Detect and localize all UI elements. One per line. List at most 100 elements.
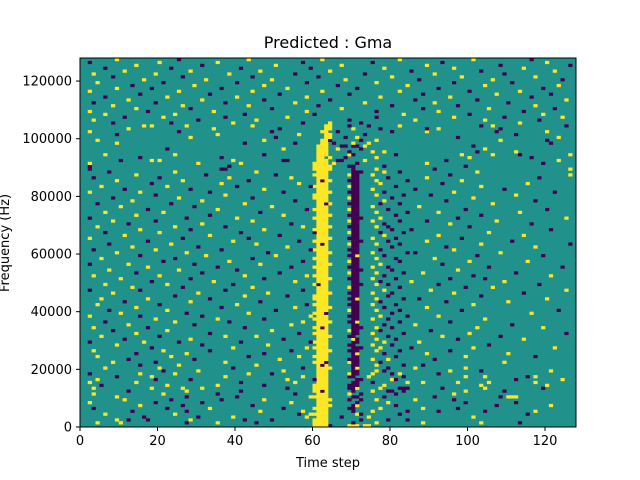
heatmap-cell	[498, 127, 503, 131]
heatmap-cell	[386, 239, 391, 243]
heatmap-cell	[153, 360, 158, 364]
heatmap-cell	[316, 346, 321, 350]
heatmap-cell	[514, 271, 519, 275]
heatmap-cell	[370, 380, 375, 385]
heatmap-cell	[545, 130, 550, 134]
heatmap-cell	[366, 415, 371, 419]
heatmap-cell	[514, 401, 519, 405]
heatmap-cell	[324, 187, 329, 191]
heatmap-cell	[184, 251, 189, 255]
heatmap-cell	[215, 60, 220, 65]
heatmap-cell	[324, 181, 329, 186]
heatmap-cell	[145, 418, 151, 422]
heatmap-cell	[452, 398, 457, 402]
heatmap-cell	[188, 377, 193, 382]
heatmap-cell	[463, 366, 468, 370]
heatmap-cell	[316, 372, 321, 376]
heatmap-cell	[351, 406, 356, 411]
heatmap-cell	[564, 124, 569, 128]
heatmap-cell	[502, 115, 507, 119]
heatmap-cell	[320, 337, 325, 341]
y-tick-label: 60000	[31, 248, 72, 263]
heatmap-cell	[223, 288, 228, 292]
heatmap-cell	[320, 228, 325, 232]
heatmap-cell	[312, 207, 317, 212]
heatmap-cell	[448, 222, 453, 226]
heatmap-cell	[378, 300, 383, 304]
heatmap-cell	[316, 357, 321, 362]
heatmap-cell	[246, 354, 251, 359]
heatmap-cell	[370, 331, 375, 336]
heatmap-cell	[126, 323, 131, 327]
heatmap-cell	[556, 83, 561, 88]
heatmap-cell	[200, 199, 205, 203]
heatmap-cell	[223, 101, 228, 105]
heatmap-cell	[316, 156, 321, 160]
heatmap-cell	[324, 239, 329, 243]
heatmap-cell	[180, 75, 185, 79]
heatmap-cell	[521, 66, 526, 70]
heatmap-cell	[320, 89, 325, 93]
heatmap-cell	[266, 291, 271, 295]
heatmap-cell	[320, 424, 325, 428]
heatmap-cell	[347, 265, 352, 269]
heatmap-cell	[386, 176, 391, 180]
heatmap-cell	[347, 207, 352, 212]
heatmap-cell	[316, 164, 321, 168]
heatmap-cell	[328, 164, 333, 168]
heatmap-cell	[355, 251, 360, 255]
heatmap-cell	[393, 392, 399, 396]
heatmap-cell	[483, 317, 488, 321]
heatmap-cell	[324, 176, 329, 180]
heatmap-cell	[548, 369, 554, 373]
heatmap-cell	[258, 210, 263, 215]
heatmap-cell	[374, 138, 379, 142]
heatmap-cell	[347, 285, 352, 289]
heatmap-cell	[366, 424, 371, 428]
heatmap-cell	[347, 173, 352, 177]
heatmap-cell	[328, 127, 333, 131]
heatmap-cell	[300, 366, 306, 370]
heatmap-cell	[126, 222, 131, 226]
heatmap-cell	[324, 346, 329, 350]
heatmap-cell	[347, 343, 352, 347]
heatmap-cell	[436, 372, 441, 376]
heatmap-cell	[219, 305, 224, 310]
heatmap-cell	[87, 340, 92, 344]
heatmap-cell	[324, 352, 329, 356]
heatmap-cell	[343, 78, 348, 82]
heatmap-cell	[359, 138, 364, 142]
heatmap-cell	[250, 124, 255, 128]
heatmap-cell	[312, 248, 317, 252]
heatmap-cell	[413, 398, 418, 402]
heatmap-cell	[463, 354, 468, 359]
heatmap-cell	[436, 409, 441, 413]
heatmap-cell	[91, 386, 96, 390]
heatmap-cell	[401, 386, 406, 390]
heatmap-cell	[533, 75, 538, 79]
heatmap-cell	[347, 196, 352, 200]
heatmap-cell	[467, 89, 472, 93]
heatmap-cell	[250, 285, 255, 289]
heatmap-cell	[355, 193, 360, 197]
heatmap-cell	[320, 173, 325, 177]
plot-frame	[79, 57, 577, 428]
heatmap-cell	[351, 363, 356, 367]
heatmap-cell	[355, 372, 360, 376]
heatmap-cell	[351, 271, 356, 275]
heatmap-cell	[355, 300, 360, 304]
heatmap-cell	[347, 254, 352, 258]
heatmap-cell	[413, 98, 418, 102]
heatmap-cell	[533, 380, 538, 385]
heatmap-cell	[320, 363, 325, 367]
heatmap-cell	[316, 403, 321, 408]
heatmap-cell	[316, 412, 321, 416]
heatmap-cell	[281, 158, 286, 163]
heatmap-cell	[324, 303, 329, 307]
heatmap-cell	[355, 202, 360, 206]
heatmap-cell	[517, 421, 523, 425]
heatmap-cell	[568, 63, 573, 67]
heatmap-cell	[359, 412, 364, 416]
heatmap-cell	[452, 66, 457, 70]
heatmap-cell	[316, 228, 321, 232]
